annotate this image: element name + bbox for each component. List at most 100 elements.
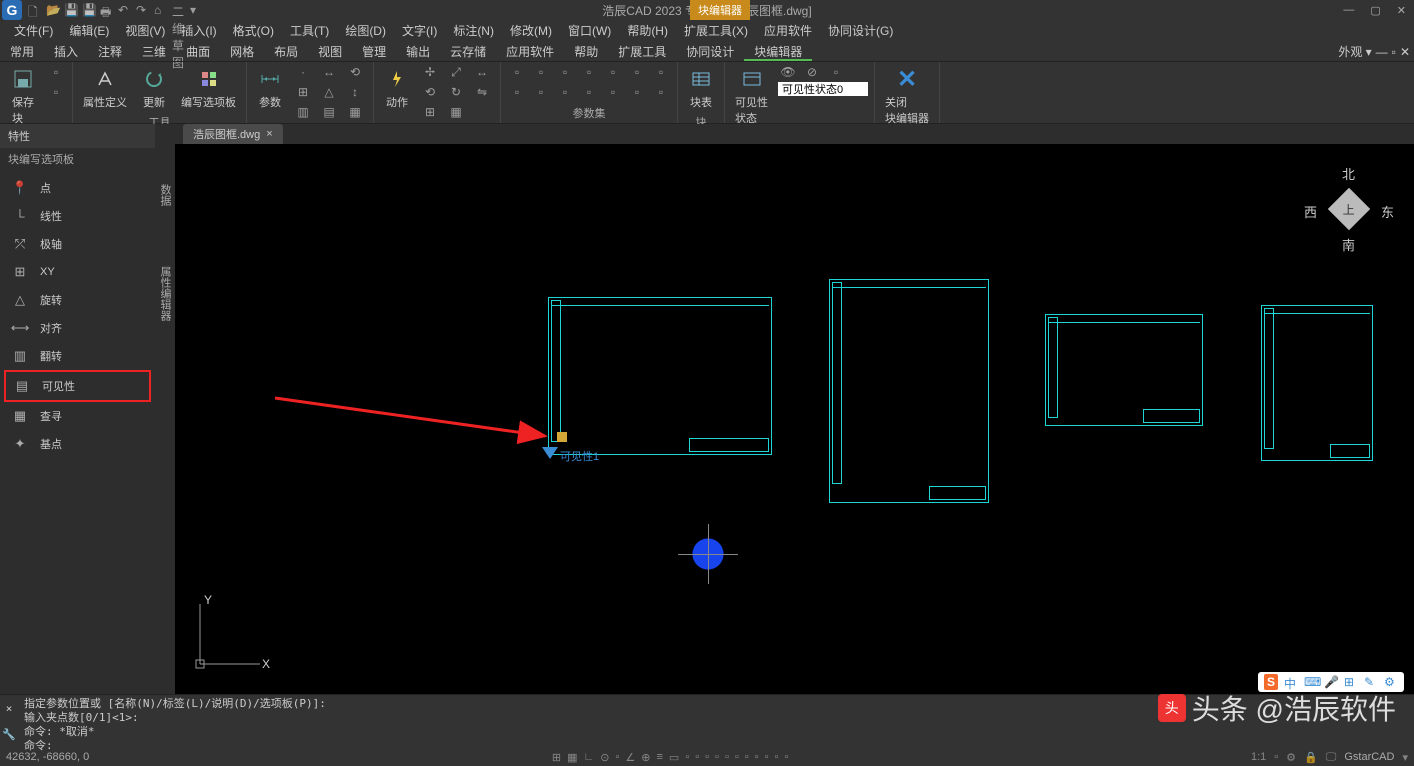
rotate-action-icon[interactable]: ↻ [446,84,466,100]
snap-toggle-icon[interactable]: ⊞ [552,751,561,764]
misc-toggle-2-icon[interactable]: ▫ [695,751,699,764]
ortho-toggle-icon[interactable]: ∟ [583,751,594,764]
param-linear[interactable]: └线性 [4,202,151,230]
lookup-action-icon[interactable]: ▦ [446,104,466,120]
misc-toggle-9-icon[interactable]: ▫ [765,751,769,764]
home-icon[interactable]: ⌂ [154,3,168,17]
make-visible-icon[interactable]: 👁 [778,64,798,80]
redo-icon[interactable]: ↷ [136,3,150,17]
point-param-icon[interactable]: · [293,64,313,80]
stretch-action-icon[interactable]: ↔ [472,64,492,80]
paramset-9-icon[interactable]: ▫ [531,84,551,100]
ime-edit-icon[interactable]: ✎ [1364,675,1378,689]
param-basepoint[interactable]: ✦基点 [4,430,151,458]
menu-help[interactable]: 帮助(H) [619,20,676,41]
misc-toggle-1-icon[interactable]: ▫ [685,751,689,764]
minimize-button[interactable]: — [1339,4,1358,17]
menu-collab[interactable]: 协同设计(G) [820,20,901,41]
visibility-param-icon[interactable]: ▤ [319,104,339,120]
param-xy[interactable]: ⊞XY [4,258,151,286]
attribute-def-button[interactable]: 属性定义 [79,64,131,112]
polar-param-icon[interactable]: ⟲ [345,64,365,80]
misc-toggle-4-icon[interactable]: ▫ [715,751,719,764]
title-block-frame-1[interactable] [829,279,989,503]
tab-blockeditor[interactable]: 块编辑器 [744,40,812,61]
tab-output[interactable]: 输出 [396,40,440,61]
parameter-grip[interactable] [557,432,567,442]
open-icon[interactable]: 📂 [46,3,60,17]
collapsed-panel-data[interactable]: 数据 [157,184,173,206]
tab-surface[interactable]: 曲面 [176,40,220,61]
tab-express[interactable]: 扩展工具 [608,40,676,61]
alignment-param-icon[interactable]: ↕ [345,84,365,100]
viewcube[interactable]: 上 北 南 东 西 [1304,164,1394,254]
menu-format[interactable]: 格式(O) [225,20,282,41]
menu-file[interactable]: 文件(F) [6,20,61,41]
paramset-12-icon[interactable]: ▫ [603,84,623,100]
viewcube-north[interactable]: 北 [1342,164,1355,183]
param-rotate[interactable]: △旋转 [4,286,151,314]
tab-layout[interactable]: 布局 [264,40,308,61]
tab-cloud[interactable]: 云存储 [440,40,496,61]
drawing-canvas[interactable]: 上 北 南 东 西 Y X 可见性1 [175,144,1414,694]
paramset-4-icon[interactable]: ▫ [579,64,599,80]
osnap-toggle-icon[interactable]: ▫ [615,751,619,764]
new-icon[interactable]: 🗋 [28,3,42,17]
viewcube-south[interactable]: 南 [1342,235,1355,254]
menu-tools[interactable]: 工具(T) [282,20,337,41]
paramset-8-icon[interactable]: ▫ [507,84,527,100]
menu-text[interactable]: 文字(I) [394,20,445,41]
tab-3d[interactable]: 三维 [132,40,176,61]
misc-toggle-8-icon[interactable]: ▫ [755,751,759,764]
dropdown-arrow-icon[interactable]: ▾ [190,3,204,17]
move-action-icon[interactable]: ✢ [420,64,440,80]
save-block-button[interactable]: 保存 块 [6,64,40,128]
menu-dimension[interactable]: 标注(N) [445,20,502,41]
close-ribbon-icon[interactable]: ✕ [1400,45,1410,59]
flip-param-icon[interactable]: ▥ [293,104,313,120]
misc-toggle-5-icon[interactable]: ▫ [725,751,729,764]
misc-toggle-11-icon[interactable]: ▫ [784,751,788,764]
flip-action-icon[interactable]: ⇋ [472,84,492,100]
command-close-icon[interactable]: × [6,702,13,715]
document-tab[interactable]: 浩辰图框.dwg × [183,124,283,144]
menu-modify[interactable]: 修改(M) [502,20,560,41]
minimize-ribbon-icon[interactable]: — [1376,45,1388,59]
ime-lang-icon[interactable]: 中 [1284,675,1298,689]
tab-insert[interactable]: 插入 [44,40,88,61]
tab-apps[interactable]: 应用软件 [496,40,564,61]
monitor-icon[interactable]: 🖵 [1326,751,1337,764]
menu-apps[interactable]: 应用软件 [756,20,820,41]
save-icon[interactable]: 💾 [64,3,78,17]
paramset-2-icon[interactable]: ▫ [531,64,551,80]
restore-ribbon-icon[interactable]: ▫ [1392,45,1396,59]
expand-icon[interactable]: ▾ [1402,751,1408,764]
scale-icon[interactable]: 1:1 [1251,751,1266,763]
tab-help[interactable]: 帮助 [564,40,608,61]
paramset-5-icon[interactable]: ▫ [603,64,623,80]
linear-param-icon[interactable]: ↔ [319,64,339,80]
title-block-frame-2[interactable] [1045,314,1203,426]
grid-toggle-icon[interactable]: ▦ [567,751,577,764]
paramset-10-icon[interactable]: ▫ [555,84,575,100]
ime-settings-icon[interactable]: ⚙ [1384,675,1398,689]
block-table-button[interactable]: 块表 [684,64,718,112]
print-icon[interactable]: 🖶 [100,3,114,17]
update-button[interactable]: 更新 [137,64,171,112]
visibility-mode-icon[interactable]: ▫ [826,64,846,80]
maximize-button[interactable]: ▢ [1366,4,1384,17]
title-block-frame-0[interactable] [548,297,772,455]
paramset-3-icon[interactable]: ▫ [555,64,575,80]
workspace-icon[interactable]: ⚙ [1286,751,1296,764]
misc-toggle-10-icon[interactable]: ▫ [774,751,778,764]
ime-panel-icon[interactable]: ⊞ [1344,675,1358,689]
visibility-state-input[interactable] [778,82,868,96]
title-block-frame-3[interactable] [1261,305,1373,461]
paramset-6-icon[interactable]: ▫ [627,64,647,80]
misc-toggle-6-icon[interactable]: ▫ [735,751,739,764]
tab-view[interactable]: 视图 [308,40,352,61]
collapsed-panel-propeditor[interactable]: 属性编辑器 [157,266,173,321]
param-point[interactable]: 📍点 [4,174,151,202]
polar-toggle-icon[interactable]: ⊙ [600,751,609,764]
authoring-palette-button[interactable]: 编写选项板 [177,64,240,112]
